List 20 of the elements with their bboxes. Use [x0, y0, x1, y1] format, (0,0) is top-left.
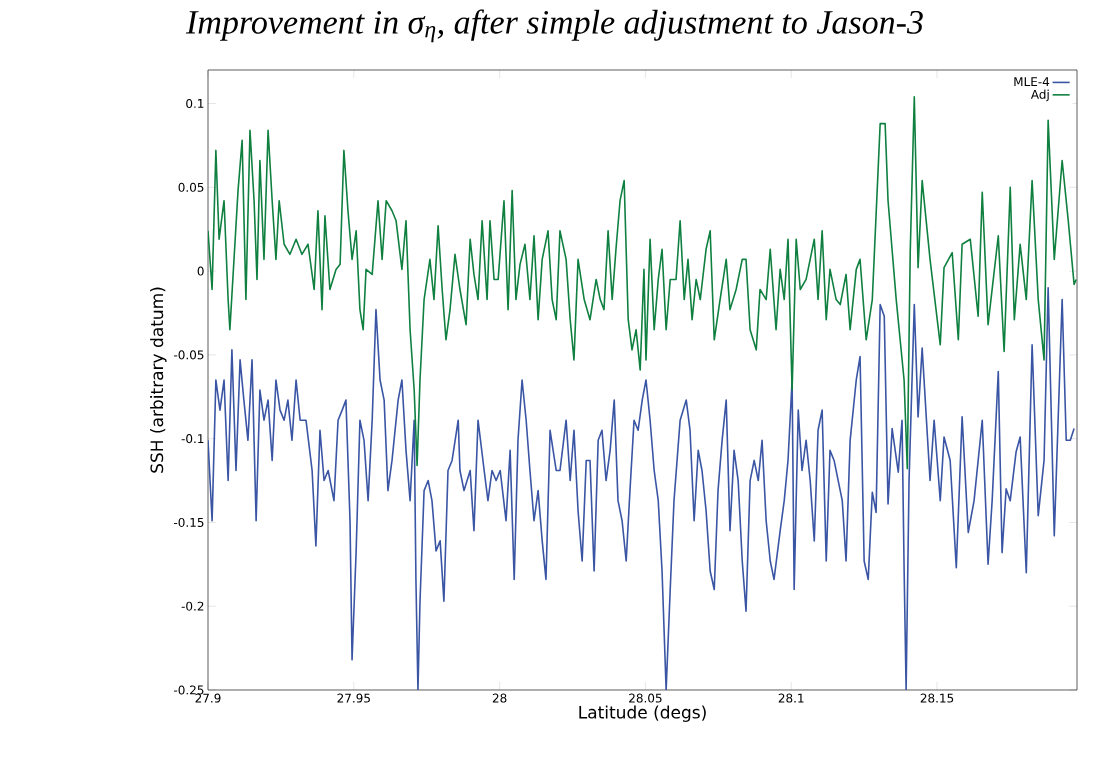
y-tick-label: -0.2 — [181, 601, 204, 611]
x-tick-label: 27.95 — [337, 693, 370, 703]
chart-title: Improvement in σ$_{η}$, after simple adjustment to Jason-3 — [185, 9, 923, 43]
y-tick-label: 0.1 — [186, 98, 204, 109]
y-tick-label: -0.05 — [174, 350, 204, 360]
legend-label: Adj — [1030, 89, 1049, 102]
x-tick-label: 28.1 — [778, 693, 804, 703]
x-tick-label: 27.9 — [195, 693, 221, 703]
y-tick-label: -0.25 — [174, 685, 204, 695]
y-tick-label: 0.05 — [178, 182, 204, 192]
legend-label: MLE-4 — [1014, 77, 1050, 87]
x-axis-title: Latitude (degs) — [579, 705, 706, 722]
y-tick-label: -0.15 — [174, 517, 204, 527]
x-tick-label: 28 — [492, 693, 507, 703]
y-tick-label: -0.1 — [181, 434, 204, 444]
y-tick-label: 0 — [197, 266, 204, 276]
x-tick-label: 28.15 — [920, 693, 954, 703]
x-tick-label: 28.05 — [629, 693, 662, 703]
line-series — [208, 287, 1075, 690]
y-axis-title: SSH (arbitrary datum) — [150, 287, 167, 473]
